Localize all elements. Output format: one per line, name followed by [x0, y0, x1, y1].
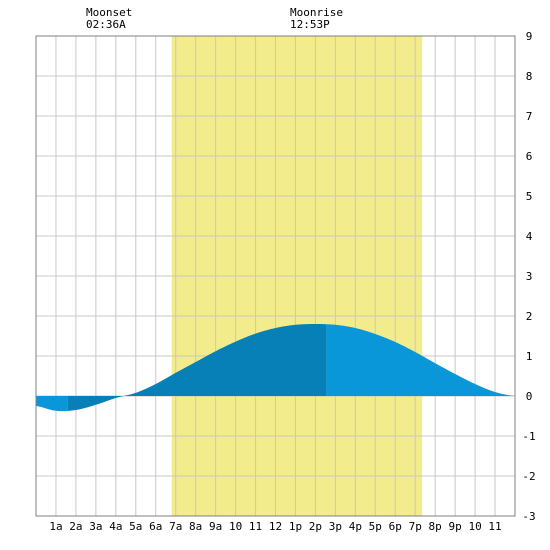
y-tick-label: 8 — [526, 70, 533, 83]
plot-frame — [35, 35, 516, 517]
y-tick-label: 0 — [526, 390, 533, 403]
x-tick-label: 7a — [169, 520, 182, 533]
moonrise-label: Moonrise — [290, 6, 343, 19]
x-tick-label: 10 — [229, 520, 242, 533]
x-tick-label: 2p — [309, 520, 322, 533]
moonset-label: Moonset — [86, 6, 132, 19]
x-tick-label: 3p — [329, 520, 342, 533]
x-tick-label: 2a — [69, 520, 82, 533]
moonrise-time: 12:53P — [290, 18, 330, 31]
tide-area-early — [36, 396, 68, 412]
x-tick-label: 10 — [468, 520, 481, 533]
x-tick-label: 7p — [409, 520, 422, 533]
y-tick-label: 1 — [526, 350, 533, 363]
x-tick-label: 1p — [289, 520, 302, 533]
x-tick-label: 5p — [369, 520, 382, 533]
x-tick-label: 4a — [109, 520, 122, 533]
y-tick-label: -1 — [522, 430, 535, 443]
x-tick-label: 3a — [89, 520, 102, 533]
y-tick-label: 6 — [526, 150, 533, 163]
y-tick-label: 4 — [526, 230, 533, 243]
tide-area-mid — [67, 324, 327, 411]
y-tick-label: 3 — [526, 270, 533, 283]
y-tick-label: 9 — [526, 30, 533, 43]
x-tick-label: 9p — [449, 520, 462, 533]
x-tick-label: 4p — [349, 520, 362, 533]
tide-area-late — [326, 324, 515, 396]
y-tick-label: -2 — [522, 470, 535, 483]
x-tick-label: 11 — [249, 520, 262, 533]
x-tick-label: 12 — [269, 520, 282, 533]
y-tick-label: 7 — [526, 110, 533, 123]
y-tick-label: 5 — [526, 190, 533, 203]
x-tick-label: 6p — [389, 520, 402, 533]
y-tick-label: 2 — [526, 310, 533, 323]
y-tick-label: -3 — [522, 510, 535, 523]
x-tick-label: 9a — [209, 520, 222, 533]
x-tick-label: 5a — [129, 520, 142, 533]
x-tick-label: 6a — [149, 520, 162, 533]
x-tick-label: 11 — [488, 520, 501, 533]
x-tick-label: 8a — [189, 520, 202, 533]
x-tick-label: 1a — [49, 520, 62, 533]
x-tick-label: 8p — [429, 520, 442, 533]
moonset-time: 02:36A — [86, 18, 126, 31]
